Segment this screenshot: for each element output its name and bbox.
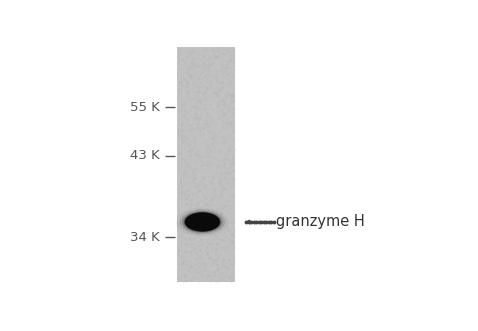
Ellipse shape [184,212,221,232]
Text: granzyme H: granzyme H [276,214,365,229]
Text: 55 K: 55 K [130,101,160,114]
Text: 34 K: 34 K [130,231,160,244]
Ellipse shape [176,208,229,236]
Ellipse shape [182,211,223,233]
Ellipse shape [185,213,220,231]
Bar [177,47,235,282]
Ellipse shape [180,210,225,234]
Text: 43 K: 43 K [130,149,160,162]
